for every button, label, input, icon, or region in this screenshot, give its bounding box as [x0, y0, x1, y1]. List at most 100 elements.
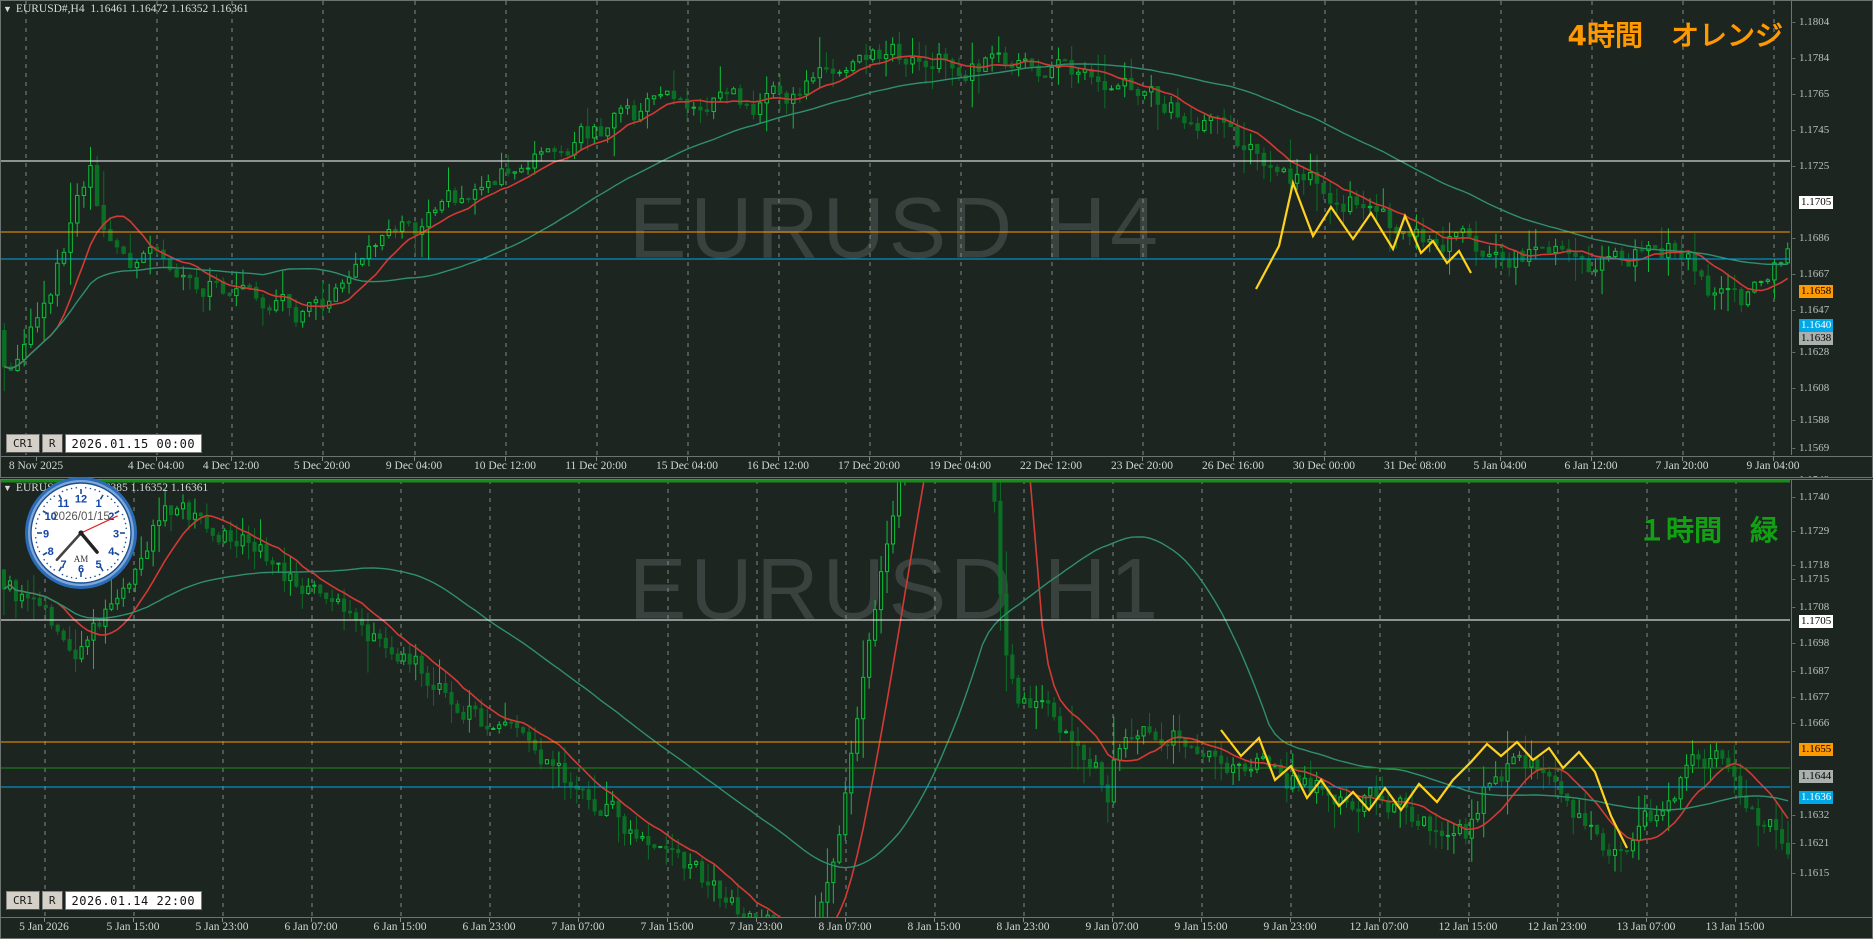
- candle-body: [180, 502, 186, 510]
- clock-tick: [58, 566, 63, 572]
- tick-mark: ‑: [1792, 442, 1796, 454]
- time-tick-label: 9 Jan 15:00: [1174, 921, 1228, 933]
- price-tick-label: 1.1638: [1799, 332, 1834, 345]
- clock-numeral: 4: [108, 546, 115, 558]
- chart-plot-area-h1[interactable]: EURUSD H1: [1, 480, 1790, 917]
- status-bar-h1[interactable]: CR1 R 2026.01.14 22:00: [6, 891, 203, 910]
- candle-body: [998, 500, 1003, 595]
- time-tick-mark: [934, 918, 935, 922]
- candle-body: [950, 59, 955, 69]
- candle-body: [1686, 253, 1691, 260]
- clock-tick: [43, 505, 45, 508]
- candle-body: [1463, 823, 1468, 839]
- candle-body: [765, 914, 770, 917]
- clock-tick: [89, 487, 92, 490]
- candle-body: [452, 190, 458, 203]
- candle-body: [1308, 171, 1313, 181]
- candle-body: [1350, 801, 1355, 810]
- ohlc-values-h1: 1.16385 1.16352 1.16361: [90, 482, 209, 494]
- candle-body: [1571, 799, 1576, 818]
- chart-panel-h4[interactable]: EURUSD H4 ▼ EURUSD#,H4 1.16461 1.16472 1.…: [0, 0, 1873, 478]
- time-tick-label: 9 Jan 07:00: [1085, 921, 1139, 933]
- candle-body: [903, 58, 909, 65]
- candle-body: [1642, 810, 1647, 827]
- time-axis-h1[interactable]: 5 Jan 2026 5 Jan 15:00 5 Jan 23:00 6 Jan 07…: [0, 917, 1873, 939]
- candle-body: [1281, 168, 1287, 173]
- time-tick-mark: [322, 457, 323, 461]
- tick-mark: ‑: [1792, 268, 1796, 280]
- mode-button-h4[interactable]: R: [41, 434, 63, 453]
- time-tick-mark: [1112, 918, 1113, 922]
- candle-body: [94, 165, 100, 206]
- candle-body: [1387, 208, 1393, 229]
- mode-button-h1[interactable]: R: [41, 891, 63, 910]
- candle-body: [1248, 143, 1253, 151]
- candle-body: [115, 597, 120, 605]
- candle-body: [1149, 86, 1154, 93]
- candle-body: [1672, 243, 1678, 252]
- clock-tick: [124, 541, 127, 544]
- candle-body: [1505, 763, 1510, 782]
- price-axis-h4[interactable]: ‑ 1.1804 ‑ 1.1784 ‑ 1.1765 ‑ 1.1745 ‑ 1.1725 1.170…: [1791, 0, 1873, 478]
- annotation-h1: １時間 緑: [1637, 514, 1778, 547]
- time-tick-mark: [1051, 457, 1052, 461]
- status-bar-h4[interactable]: CR1 R 2026.01.15 00:00: [6, 434, 203, 453]
- time-tick-label: 19 Dec 04:00: [929, 460, 991, 472]
- datetime-field-h1[interactable]: 2026.01.14 22:00: [64, 891, 203, 910]
- candle-body: [1772, 262, 1777, 281]
- analog-clock-widget[interactable]: 12 1 2 3 4 5 6 7 8 9 10 11 2026/01/15 AM: [22, 474, 140, 592]
- price-tick: ‑ 1.1708: [1792, 601, 1873, 614]
- candle-body: [724, 91, 730, 95]
- datetime-field-h4[interactable]: 2026.01.15 00:00: [64, 434, 203, 453]
- candle-body: [360, 257, 365, 265]
- tick-mark: ‑: [1792, 346, 1796, 358]
- candle-body: [252, 541, 257, 552]
- candle-body: [497, 724, 502, 729]
- price-tick-label: 1.1729: [1799, 525, 1830, 537]
- candle-body: [1003, 52, 1008, 65]
- candle-body: [353, 263, 358, 278]
- candle-body: [1162, 103, 1167, 113]
- candle-body: [141, 252, 146, 263]
- clock-tick: [46, 501, 48, 504]
- candle-body: [1089, 68, 1094, 78]
- price-tick: ‑ 1.1615: [1792, 867, 1873, 880]
- candle-body: [1414, 228, 1419, 237]
- candle-body: [855, 718, 860, 754]
- candle-body: [1, 569, 7, 590]
- candle-body: [580, 788, 585, 791]
- candle-body: [280, 294, 285, 302]
- candle-body: [771, 914, 776, 917]
- price-tick: ‑ 1.1740: [1792, 491, 1873, 504]
- time-tick-mark: [1379, 918, 1380, 922]
- candle-body: [1141, 726, 1146, 737]
- time-tick-mark: [845, 918, 846, 922]
- candle-body: [568, 781, 573, 787]
- candle-body: [711, 880, 717, 886]
- candle-body: [691, 106, 697, 109]
- time-tick-mark: [36, 457, 37, 461]
- chart-panel-h1[interactable]: EURUSD H1 ▼EURUSD#,H1 1.16385 1.16352 1.…: [0, 479, 1873, 939]
- candle-body: [79, 646, 84, 660]
- candle-body: [658, 845, 663, 848]
- price-axis-h1[interactable]: ‑ 1.1740 ‑ 1.1729 ‑ 1.1718 ‑ 1.1715 ‑ 1.1708 1.170…: [1791, 479, 1873, 916]
- chevron-down-icon[interactable]: ▼: [3, 4, 12, 14]
- candle-body: [1427, 816, 1433, 832]
- clock-tick: [114, 501, 116, 504]
- time-tick-label: 5 Jan 04:00: [1473, 460, 1527, 472]
- candle-body: [718, 91, 723, 99]
- time-axis-h4[interactable]: 8 Nov 2025 4 Dec 04:00 4 Dec 12:00 5 Dec 20…: [0, 456, 1873, 478]
- crosshair-indicator-h4[interactable]: CR1: [6, 434, 40, 453]
- clock-tick: [66, 488, 68, 491]
- chevron-down-icon[interactable]: ▼: [3, 483, 12, 493]
- chart-plot-area-h4[interactable]: EURUSD H4: [1, 1, 1790, 456]
- clock-tick: [94, 575, 96, 578]
- clock-tick: [35, 522, 38, 525]
- price-tick: ‑ 1.1745: [1792, 124, 1873, 137]
- candle-body: [1499, 776, 1504, 782]
- crosshair-indicator-h1[interactable]: CR1: [6, 891, 40, 910]
- candle-body: [1255, 143, 1260, 154]
- candle-body: [618, 107, 624, 114]
- time-tick-mark: [311, 918, 312, 922]
- clock-tick: [35, 541, 38, 544]
